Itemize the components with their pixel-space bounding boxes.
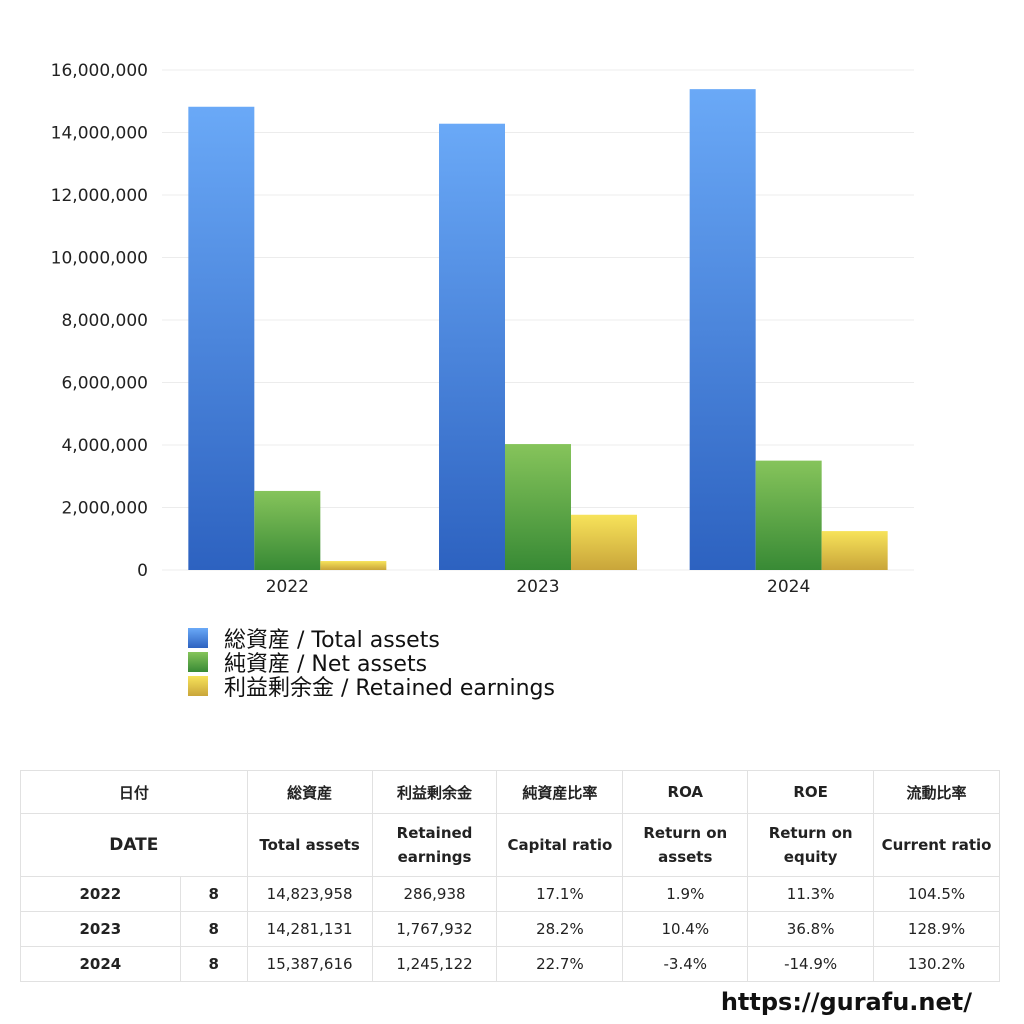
- header-capital-ratio-jp: 純資産比率: [496, 770, 624, 814]
- row-month: 8: [179, 911, 248, 947]
- row-roe: 36.8%: [747, 911, 875, 947]
- row-capital-ratio: 17.1%: [496, 876, 624, 912]
- legend-label-retained-earnings: 利益剰余金 / Retained earnings: [224, 676, 555, 701]
- legend-swatch-total-assets: [188, 628, 208, 648]
- x-tick-label: 2024: [767, 577, 810, 597]
- table-row: 2022 8 14,823,958 286,938 17.1% 1.9% 11.…: [20, 876, 1000, 912]
- row-current-ratio: 104.5%: [873, 876, 1000, 912]
- bar: [505, 444, 571, 570]
- legend-label-total-assets: 総資産 / Total assets: [224, 628, 440, 653]
- header-roa-en: Return on assets: [622, 813, 749, 877]
- legend-item-total-assets: 総資産 / Total assets: [188, 626, 555, 653]
- bar: [755, 460, 822, 570]
- y-tick-label: 8,000,000: [61, 311, 148, 331]
- y-tick-label: 14,000,000: [51, 124, 148, 144]
- bar: [571, 514, 637, 570]
- row-roa: -3.4%: [622, 946, 749, 982]
- x-tick-label: 2022: [266, 577, 309, 597]
- y-tick-label: 6,000,000: [61, 374, 148, 394]
- x-tick-label: 2023: [516, 577, 559, 597]
- bar: [689, 89, 756, 571]
- header-total-assets-en: Total assets: [246, 813, 373, 877]
- header-current-ratio-jp: 流動比率: [873, 770, 1000, 814]
- y-tick-label: 10,000,000: [51, 249, 148, 269]
- row-total-assets: 14,823,958: [246, 876, 373, 912]
- table-header-en: DATE Total assets Retained earnings Capi…: [20, 813, 1000, 877]
- header-retained-jp: 利益剰余金: [371, 770, 498, 814]
- legend-label-net-assets: 純資産 / Net assets: [224, 652, 428, 677]
- header-roa-jp: ROA: [622, 770, 749, 814]
- table-header-jp: 日付 総資産 利益剰余金 純資産比率 ROA ROE 流動比率: [20, 770, 1000, 814]
- bar: [254, 490, 321, 570]
- y-tick-label: 2,000,000: [61, 499, 148, 519]
- row-roa: 10.4%: [622, 911, 749, 947]
- row-year: 2024: [20, 946, 181, 982]
- legend-item-retained-earnings: 利益剰余金 / Retained earnings: [188, 674, 555, 701]
- row-current-ratio: 128.9%: [873, 911, 1000, 947]
- row-total-assets: 15,387,616: [246, 946, 373, 982]
- row-retained: 1,245,122: [371, 946, 498, 982]
- row-current-ratio: 130.2%: [873, 946, 1000, 982]
- header-date-jp: 日付: [20, 770, 248, 814]
- y-tick-label: 12,000,000: [51, 186, 148, 206]
- legend-swatch-net-assets: [188, 652, 208, 672]
- row-roe: -14.9%: [747, 946, 875, 982]
- header-date-en: DATE: [20, 813, 248, 877]
- site-url: https://gurafu.net/: [720, 988, 972, 1016]
- bar: [320, 561, 387, 570]
- row-year: 2022: [20, 876, 181, 912]
- row-month: 8: [179, 876, 248, 912]
- header-current-ratio-en: Current ratio: [873, 813, 1000, 877]
- header-roe-jp: ROE: [747, 770, 875, 814]
- header-total-assets-jp: 総資産: [246, 770, 373, 814]
- bar: [188, 106, 255, 570]
- chart-canvas: 0 2,000,000 4,000,000 6,000,000 8,000,000 10,…: [51, 61, 914, 597]
- row-capital-ratio: 28.2%: [496, 911, 624, 947]
- header-retained-en: Retained earnings: [371, 813, 498, 877]
- table-row: 2023 8 14,281,131 1,767,932 28.2% 10.4% …: [20, 911, 1000, 947]
- row-total-assets: 14,281,131: [246, 911, 373, 947]
- chart-legend: 総資産 / Total assets 純資産 / Net assets 利益剰余…: [188, 626, 555, 701]
- row-capital-ratio: 22.7%: [496, 946, 624, 982]
- row-month: 8: [179, 946, 248, 982]
- y-tick-label: 16,000,000: [51, 61, 148, 81]
- table-row: 2024 8 15,387,616 1,245,122 22.7% -3.4% …: [20, 946, 1000, 982]
- row-roa: 1.9%: [622, 876, 749, 912]
- legend-swatch-retained-earnings: [188, 676, 208, 696]
- header-capital-ratio-en: Capital ratio: [496, 813, 624, 877]
- row-retained: 286,938: [371, 876, 498, 912]
- row-year: 2023: [20, 911, 181, 947]
- row-roe: 11.3%: [747, 876, 875, 912]
- bar: [821, 531, 888, 570]
- bar-chart: 0 2,000,000 4,000,000 6,000,000 8,000,000 10,…: [51, 61, 914, 701]
- financial-table: 日付 総資産 利益剰余金 純資産比率 ROA ROE 流動比率 DATE Tot…: [20, 770, 1000, 982]
- header-roe-en: Return on equity: [747, 813, 875, 877]
- y-tick-label: 0: [137, 561, 148, 581]
- y-tick-label: 4,000,000: [61, 436, 148, 456]
- legend-item-net-assets: 純資産 / Net assets: [188, 650, 555, 677]
- row-retained: 1,767,932: [371, 911, 498, 947]
- bar: [439, 123, 505, 570]
